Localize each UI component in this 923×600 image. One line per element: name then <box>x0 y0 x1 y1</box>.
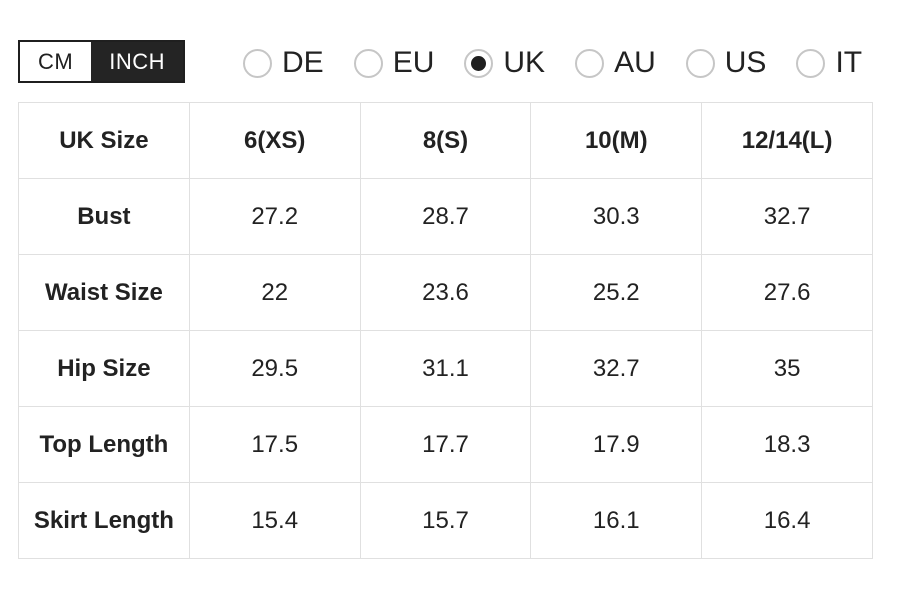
unit-option-cm[interactable]: CM <box>20 42 92 81</box>
table-header-row: UK Size 6(XS) 8(S) 10(M) 12/14(L) <box>18 102 873 179</box>
row-label-cell: Hip Size <box>18 330 190 407</box>
radio-label: EU <box>392 46 435 79</box>
row-label-cell: Skirt Length <box>18 482 190 559</box>
radio-label: UK <box>503 46 546 79</box>
unit-toggle: CM INCH <box>18 40 185 83</box>
radio-region-de[interactable]: DE <box>243 48 324 78</box>
radio-region-uk[interactable]: UK <box>464 48 545 78</box>
value-cell: 32.7 <box>701 178 873 255</box>
header-cell: UK Size <box>18 102 190 179</box>
radio-region-eu[interactable]: EU <box>353 46 435 79</box>
value-cell: 32.7 <box>530 330 703 407</box>
value-cell: 31.1 <box>359 330 532 407</box>
value-cell: 27.2 <box>188 178 361 255</box>
row-label-cell: Waist Size <box>18 254 190 331</box>
row-label-cell: Top Length <box>18 406 190 483</box>
header-cell: 6(XS) <box>188 102 361 179</box>
value-cell: 23.6 <box>359 254 532 331</box>
row-label-cell: Bust <box>18 178 190 255</box>
value-cell: 25.2 <box>530 254 703 331</box>
radio-region-au[interactable]: AU <box>575 48 656 78</box>
radio-region-it[interactable]: IT <box>796 48 862 78</box>
radio-label: AU <box>614 46 656 79</box>
value-cell: 28.7 <box>359 178 532 255</box>
header-cell: 10(M) <box>530 102 703 179</box>
table-row: Waist Size 22 23.6 25.2 27.6 <box>18 254 873 331</box>
radio-region-us[interactable]: US <box>685 46 767 79</box>
radio-label: US <box>724 46 767 79</box>
value-cell: 16.4 <box>701 482 873 559</box>
radio-unselected-icon <box>796 48 826 78</box>
region-radio-group: DE EU UK AU US IT <box>243 45 862 81</box>
unit-option-inch[interactable]: INCH <box>91 42 183 81</box>
value-cell: 22 <box>188 254 361 331</box>
radio-selected-icon <box>464 48 494 78</box>
value-cell: 18.3 <box>701 406 873 483</box>
table-row: Top Length 17.5 17.7 17.9 18.3 <box>18 406 873 483</box>
value-cell: 30.3 <box>530 178 703 255</box>
table-row: Skirt Length 15.4 15.7 16.1 16.4 <box>18 482 873 559</box>
value-cell: 16.1 <box>530 482 703 559</box>
header-cell: 8(S) <box>359 102 532 179</box>
value-cell: 27.6 <box>701 254 873 331</box>
table-row: Hip Size 29.5 31.1 32.7 35 <box>18 330 873 407</box>
value-cell: 17.9 <box>530 406 703 483</box>
size-table: UK Size 6(XS) 8(S) 10(M) 12/14(L) Bust 2… <box>18 102 873 559</box>
radio-unselected-icon <box>685 48 715 78</box>
radio-label: DE <box>282 46 324 79</box>
radio-label: IT <box>835 46 863 79</box>
value-cell: 15.4 <box>188 482 361 559</box>
value-cell: 15.7 <box>359 482 532 559</box>
radio-unselected-icon <box>575 48 605 78</box>
radio-unselected-icon <box>353 48 383 78</box>
radio-unselected-icon <box>243 48 272 78</box>
value-cell: 17.7 <box>359 406 532 483</box>
table-row: Bust 27.2 28.7 30.3 32.7 <box>18 178 873 255</box>
header-cell: 12/14(L) <box>701 102 873 179</box>
value-cell: 17.5 <box>188 406 361 483</box>
value-cell: 35 <box>701 330 873 407</box>
value-cell: 29.5 <box>188 330 361 407</box>
